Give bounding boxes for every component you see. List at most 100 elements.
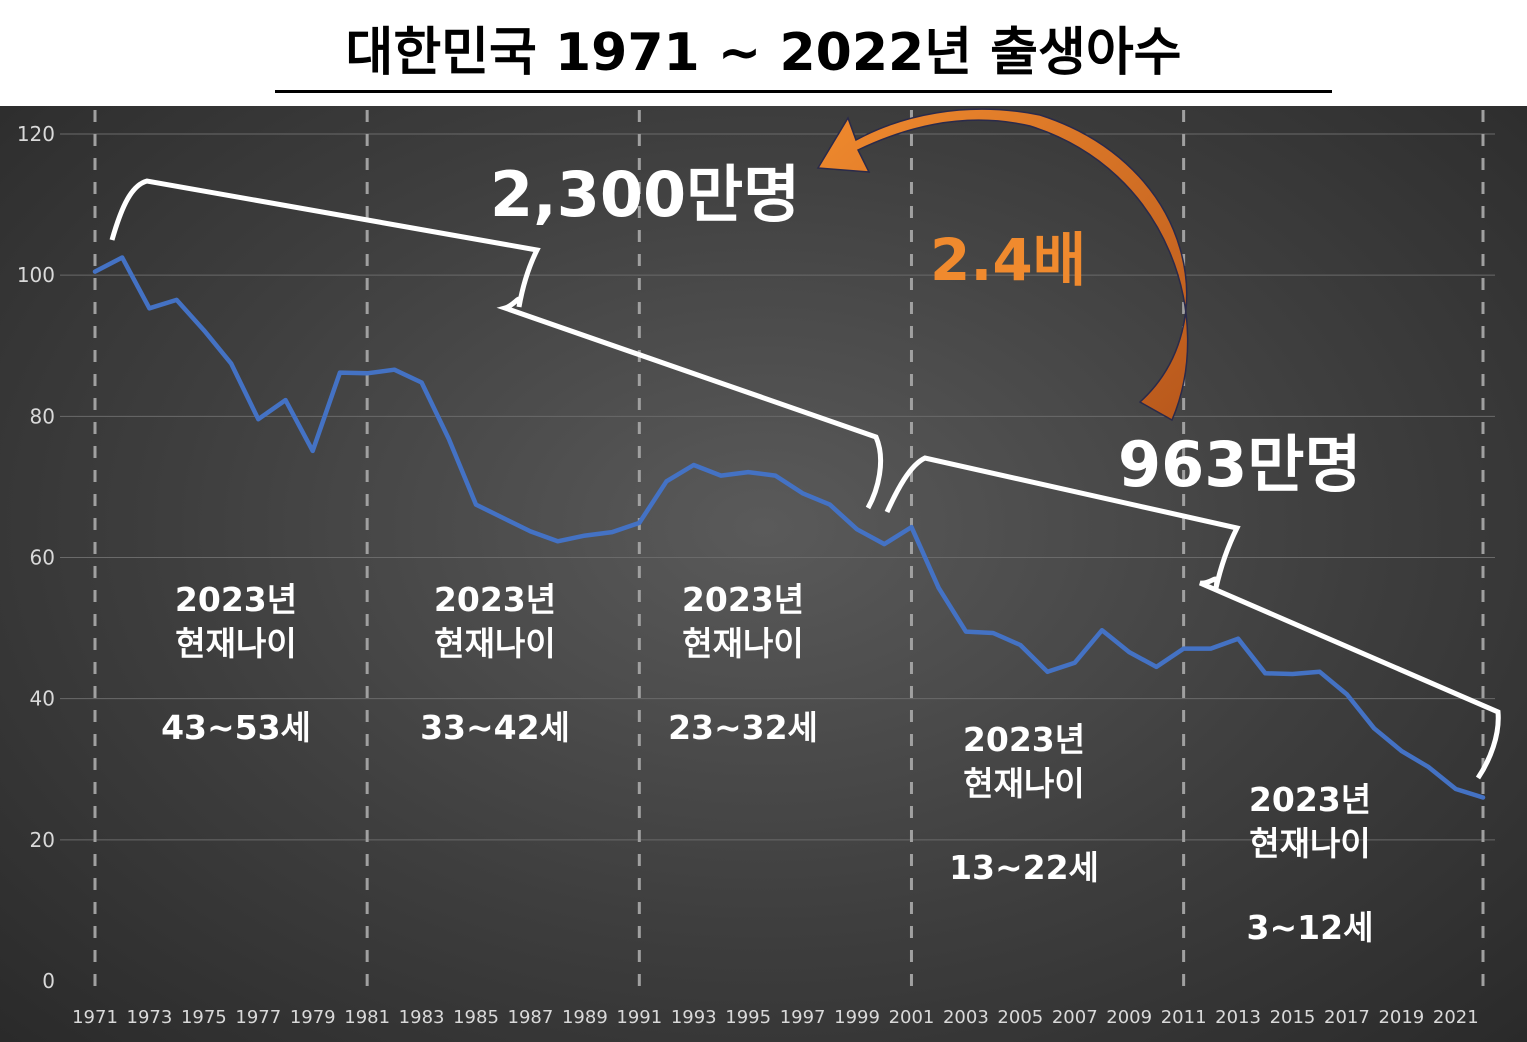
x-tick-label: 2001	[889, 1007, 935, 1028]
data-point	[120, 255, 125, 260]
data-point	[1453, 787, 1458, 792]
data-point	[147, 306, 152, 311]
data-point	[419, 380, 424, 385]
x-tick-label: 1973	[127, 1007, 173, 1028]
x-tick-label: 1991	[616, 1007, 662, 1028]
data-point	[201, 328, 206, 333]
x-tick-label: 2011	[1161, 1007, 1207, 1028]
data-point	[637, 520, 642, 525]
data-point	[501, 515, 506, 520]
data-point	[1045, 669, 1050, 674]
data-point	[1099, 628, 1104, 633]
x-tick-label: 2015	[1270, 1007, 1316, 1028]
data-point	[827, 502, 832, 507]
data-point	[746, 470, 751, 475]
data-point	[610, 530, 615, 535]
x-tick-label: 1997	[780, 1007, 826, 1028]
generation-caption: 현재나이	[963, 764, 1085, 803]
generation-caption: 현재나이	[434, 624, 556, 663]
x-tick-label: 2007	[1052, 1007, 1098, 1028]
x-tick-label: 1989	[562, 1007, 608, 1028]
generation-year: 2023년	[1248, 780, 1372, 819]
generation-label: 2023년 현재나이 13~22세	[894, 718, 1154, 890]
data-point	[337, 370, 342, 375]
generation-label: 2023년 현재나이 23~32세	[613, 578, 873, 750]
data-point	[365, 371, 370, 376]
data-point	[256, 417, 261, 422]
data-point	[963, 629, 968, 634]
x-tick-label: 1979	[290, 1007, 336, 1028]
generation-year: 2023년	[681, 580, 805, 619]
data-point	[1426, 765, 1431, 770]
x-tick-label: 1993	[671, 1007, 717, 1028]
total-before-label: 2,300만명	[490, 158, 801, 231]
data-point	[1399, 748, 1404, 753]
y-tick-label: 40	[30, 687, 55, 711]
ratio-arrow	[816, 108, 1189, 422]
generation-age: 43~53세	[161, 708, 311, 747]
generation-age: 13~22세	[949, 848, 1099, 887]
chart-title: 대한민국 1971 ~ 2022년 출생아수	[345, 23, 1182, 83]
data-point	[229, 361, 234, 366]
y-tick-label: 120	[17, 122, 55, 146]
x-tick-label: 1983	[399, 1007, 445, 1028]
data-point	[310, 448, 315, 453]
x-tick-label: 2009	[1106, 1007, 1152, 1028]
data-point	[1263, 671, 1268, 676]
brace-1971-2000	[109, 178, 884, 510]
data-point	[1208, 646, 1213, 651]
x-tick-label: 1987	[508, 1007, 554, 1028]
x-tick-label: 1971	[72, 1007, 118, 1028]
brace-2001-2022	[884, 455, 1501, 780]
data-point	[1290, 671, 1295, 676]
grid-lines	[60, 133, 1495, 841]
plot-background	[0, 106, 1527, 1042]
data-point	[174, 297, 179, 302]
x-tick-label: 2021	[1433, 1007, 1479, 1028]
data-point	[1372, 726, 1377, 731]
data-point	[855, 527, 860, 532]
decade-separators	[93, 110, 1485, 995]
data-point	[392, 367, 397, 372]
data-point	[1154, 664, 1159, 669]
data-point	[800, 491, 805, 496]
data-point	[691, 463, 696, 468]
data-point	[991, 631, 996, 636]
ratio-label: 2.4배	[930, 226, 1087, 294]
data-point	[474, 502, 479, 507]
data-point	[1018, 643, 1023, 648]
x-tick-label: 2005	[997, 1007, 1043, 1028]
x-tick-label: 1981	[344, 1007, 390, 1028]
total-after-label: 963만명	[1118, 428, 1362, 501]
data-point	[528, 529, 533, 534]
data-point	[555, 539, 560, 544]
data-point	[773, 473, 778, 478]
data-point	[1317, 669, 1322, 674]
data-point	[1181, 646, 1186, 651]
data-point	[1127, 650, 1132, 655]
data-point	[882, 542, 887, 547]
y-tick-label: 20	[30, 828, 55, 852]
generation-year: 2023년	[433, 580, 557, 619]
y-tick-label: 100	[17, 263, 55, 287]
generation-label: 2023년 현재나이 33~42세	[365, 578, 625, 750]
data-points	[93, 255, 1485, 800]
y-tick-label: 60	[30, 546, 55, 570]
x-tick-label: 2013	[1215, 1007, 1261, 1028]
data-point	[1072, 660, 1077, 665]
y-tick-label: 80	[30, 404, 55, 428]
data-point	[664, 479, 669, 484]
data-point	[1344, 692, 1349, 697]
data-point	[1481, 795, 1485, 800]
data-point	[718, 473, 723, 478]
x-tick-label: 1977	[235, 1007, 281, 1028]
x-tick-label: 1995	[725, 1007, 771, 1028]
series-line	[92, 255, 1486, 800]
generation-caption: 현재나이	[1249, 824, 1371, 863]
data-point	[446, 436, 451, 441]
x-axis: 1971 1973 1975 1977 1979 1981 1983 1985 1987 1989…	[72, 1007, 1479, 1028]
generation-caption: 현재나이	[682, 624, 804, 663]
x-tick-label: 1985	[453, 1007, 499, 1028]
y-tick-label: 0	[42, 969, 55, 993]
